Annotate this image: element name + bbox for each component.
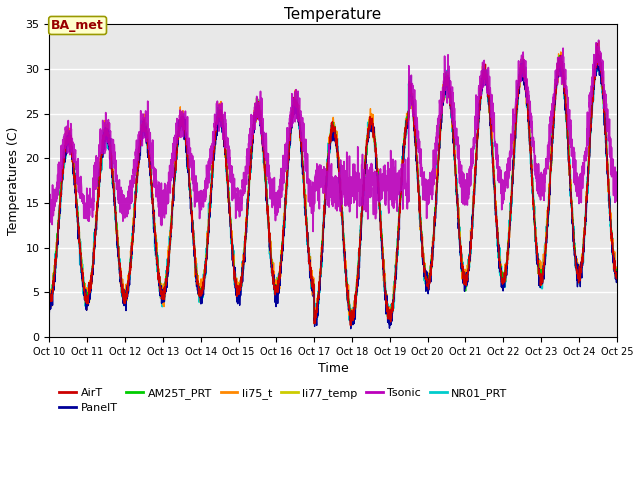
Legend: AirT, PanelT, AM25T_PRT, li75_t, li77_temp, Tsonic, NR01_PRT: AirT, PanelT, AM25T_PRT, li75_t, li77_te… [55,383,512,418]
Text: BA_met: BA_met [51,19,104,32]
Title: Temperature: Temperature [284,7,381,22]
Y-axis label: Temperatures (C): Temperatures (C) [7,127,20,235]
X-axis label: Time: Time [317,362,348,375]
